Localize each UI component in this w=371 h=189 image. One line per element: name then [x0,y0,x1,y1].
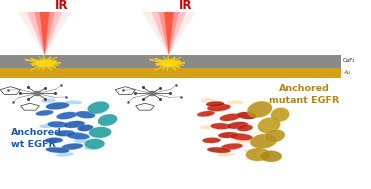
Ellipse shape [41,98,56,103]
Ellipse shape [55,130,75,136]
Ellipse shape [46,147,69,153]
Ellipse shape [206,101,224,107]
Ellipse shape [47,121,68,128]
Ellipse shape [221,143,243,150]
Ellipse shape [243,149,258,153]
Ellipse shape [35,59,54,67]
Ellipse shape [246,148,270,161]
Ellipse shape [260,150,282,162]
Ellipse shape [250,134,277,149]
Ellipse shape [46,102,69,110]
Ellipse shape [165,62,173,65]
Polygon shape [134,0,204,55]
Ellipse shape [237,112,257,119]
Ellipse shape [78,125,93,131]
Text: CaF₂: CaF₂ [343,58,356,63]
Polygon shape [22,0,68,55]
Polygon shape [146,0,192,55]
Ellipse shape [247,101,272,118]
Ellipse shape [235,139,251,143]
Ellipse shape [66,132,90,139]
Ellipse shape [218,132,238,138]
Ellipse shape [264,129,285,143]
Ellipse shape [237,125,253,131]
Ellipse shape [83,146,98,150]
Ellipse shape [73,139,90,143]
Ellipse shape [257,117,280,133]
Ellipse shape [202,138,221,143]
Ellipse shape [200,125,214,129]
Polygon shape [162,0,175,55]
Ellipse shape [217,153,236,156]
Ellipse shape [84,139,105,149]
Ellipse shape [207,104,231,111]
Text: Anchored
wt EGFR: Anchored wt EGFR [11,128,62,149]
Ellipse shape [207,147,231,153]
Ellipse shape [36,110,53,116]
Ellipse shape [271,108,289,122]
Polygon shape [9,0,80,55]
Ellipse shape [98,114,117,126]
Text: Anchored
mutant EGFR: Anchored mutant EGFR [269,84,339,105]
Text: IR: IR [55,0,68,12]
Ellipse shape [162,60,175,66]
Ellipse shape [156,58,181,69]
Ellipse shape [87,101,109,114]
Ellipse shape [227,100,244,104]
Ellipse shape [66,100,82,104]
Ellipse shape [75,111,95,119]
Ellipse shape [159,59,178,67]
Bar [0,68,341,77]
Ellipse shape [41,62,48,65]
Ellipse shape [211,123,231,129]
Ellipse shape [89,127,112,138]
Bar [0,55,341,68]
Ellipse shape [56,112,77,119]
Polygon shape [31,0,58,55]
Ellipse shape [32,58,57,69]
Polygon shape [155,0,182,55]
Polygon shape [38,0,51,55]
Ellipse shape [229,133,253,140]
Text: IR: IR [179,0,192,12]
Ellipse shape [45,138,63,143]
Ellipse shape [56,153,74,156]
Ellipse shape [220,114,240,121]
Ellipse shape [38,60,51,66]
Ellipse shape [200,98,215,103]
Ellipse shape [39,124,54,128]
Ellipse shape [63,121,85,128]
Ellipse shape [197,111,215,117]
Ellipse shape [227,122,248,129]
Ellipse shape [62,143,83,150]
Text: Au: Au [343,70,351,75]
